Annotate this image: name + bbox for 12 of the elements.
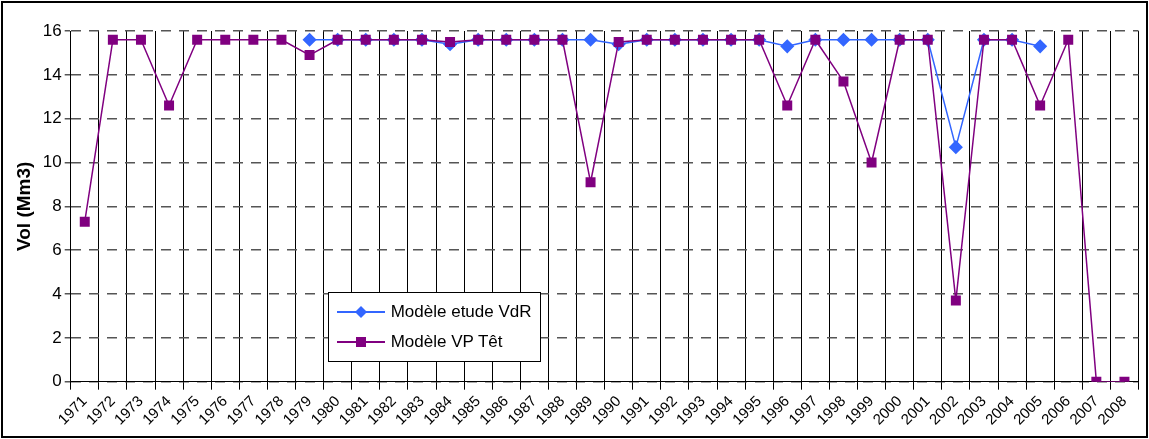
y-tick-label: 6 [52,239,62,259]
y-tick-label: 2 [52,327,62,347]
y-tick-label: 12 [42,108,62,128]
y-tick-label: 10 [42,152,62,172]
y-tick-label: 8 [52,196,62,216]
y-tick-label: 16 [42,20,62,40]
y-tick-label: 14 [42,64,62,84]
y-axis-title: Vol (Mm3) [12,161,34,252]
y-tick-label: 0 [52,371,62,391]
legend-label: Modèle etude VdR [390,301,532,322]
y-tick-label: 4 [52,283,62,303]
legend-label: Modèle VP Têt [390,331,503,352]
